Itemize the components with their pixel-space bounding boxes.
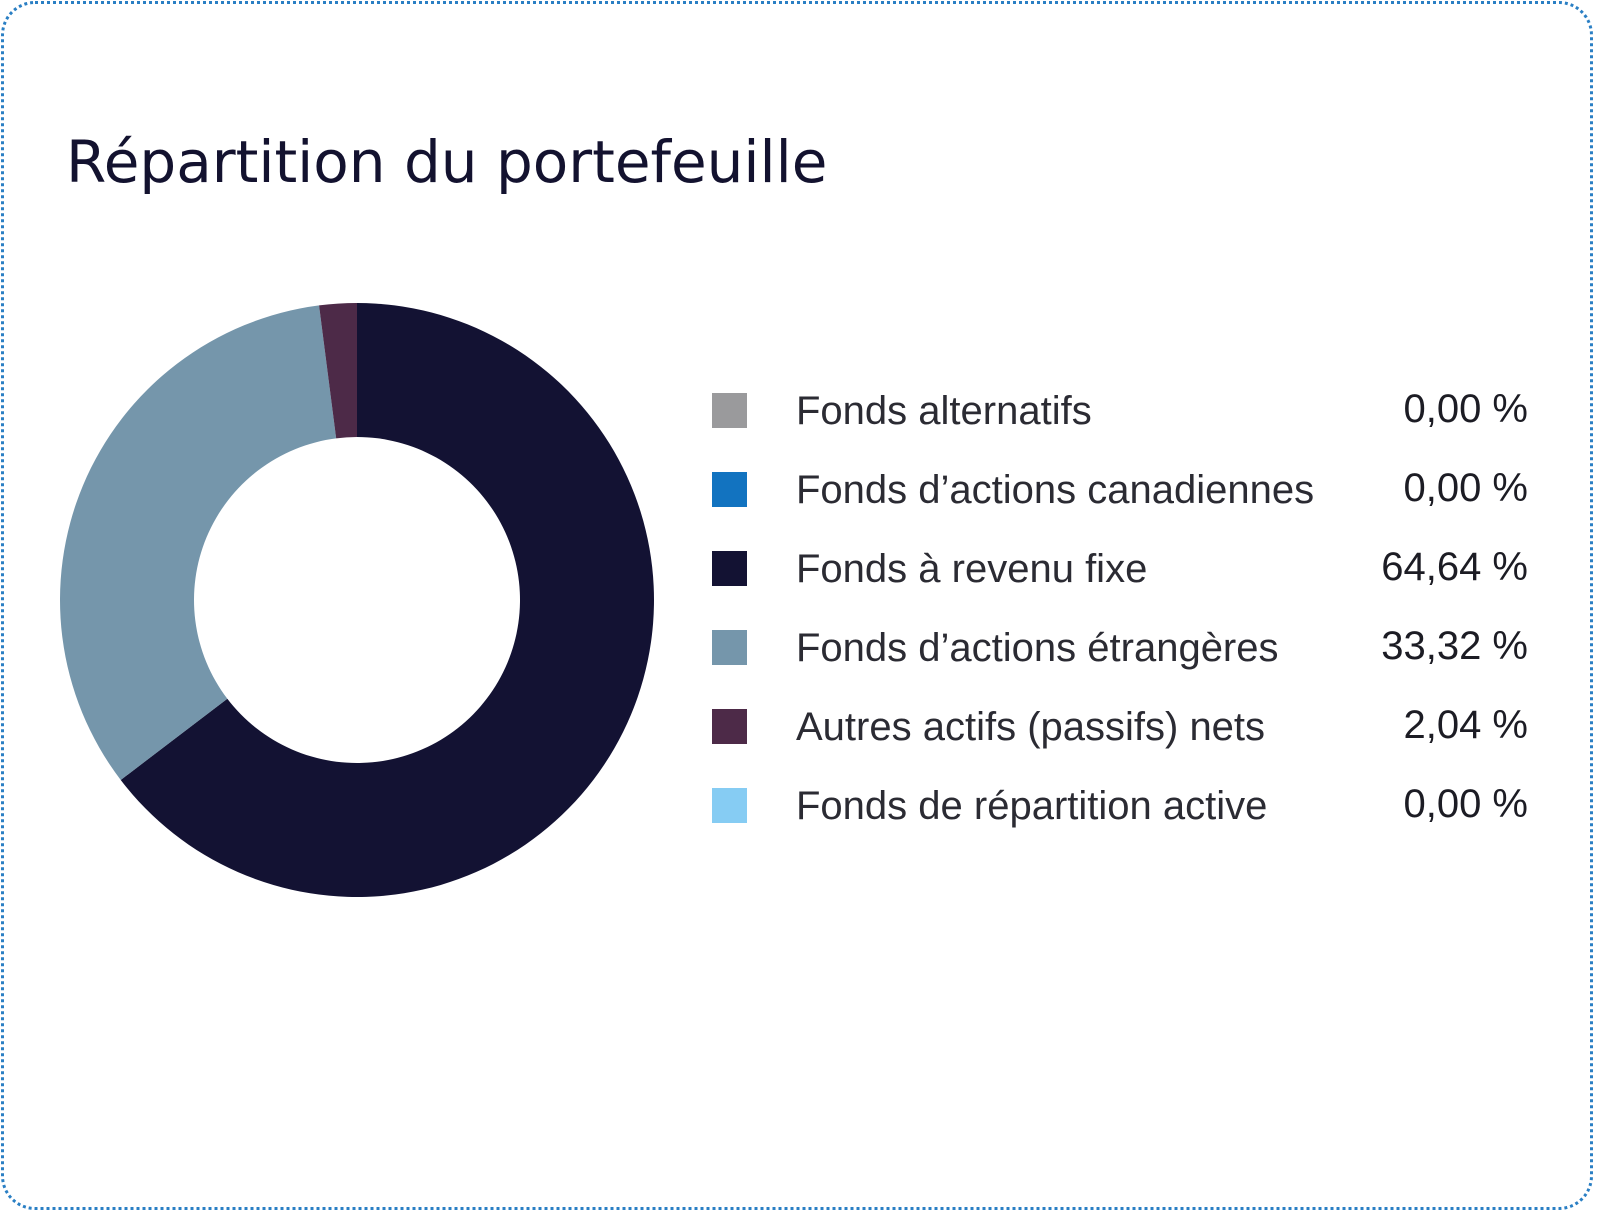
chart-title: Répartition du portefeuille xyxy=(66,128,828,196)
legend-label: Fonds d’actions étrangères xyxy=(796,626,1279,670)
legend-item: Fonds à revenu fixe 64,64 % xyxy=(712,545,1528,624)
legend-label: Fonds à revenu fixe xyxy=(796,547,1148,591)
legend-swatch xyxy=(712,709,747,744)
legend-item: Fonds alternatifs 0,00 % xyxy=(712,387,1528,466)
legend: Fonds alternatifs 0,00 % Fonds d’actions… xyxy=(712,387,1528,861)
legend-value: 0,00 % xyxy=(1403,387,1528,431)
legend-swatch xyxy=(712,393,747,428)
legend-item: Fonds de répartition active 0,00 % xyxy=(712,782,1528,861)
legend-swatch xyxy=(712,551,747,586)
legend-value: 0,00 % xyxy=(1403,782,1528,826)
legend-swatch xyxy=(712,788,747,823)
legend-value: 0,00 % xyxy=(1403,466,1528,510)
legend-value: 2,04 % xyxy=(1403,703,1528,747)
legend-item: Autres actifs (passifs) nets 2,04 % xyxy=(712,703,1528,782)
donut-slice xyxy=(120,303,655,897)
legend-swatch xyxy=(712,472,747,507)
legend-label: Fonds alternatifs xyxy=(796,389,1092,433)
legend-value: 64,64 % xyxy=(1381,545,1528,589)
legend-label: Fonds de répartition active xyxy=(796,784,1268,828)
donut-slice xyxy=(60,305,337,780)
legend-value: 33,32 % xyxy=(1381,624,1528,668)
legend-item: Fonds d’actions canadiennes 0,00 % xyxy=(712,466,1528,545)
donut-slice xyxy=(319,303,357,439)
legend-swatch xyxy=(712,630,747,665)
legend-item: Fonds d’actions étrangères 33,32 % xyxy=(712,624,1528,703)
legend-label: Fonds d’actions canadiennes xyxy=(796,468,1315,512)
legend-label: Autres actifs (passifs) nets xyxy=(796,705,1266,749)
